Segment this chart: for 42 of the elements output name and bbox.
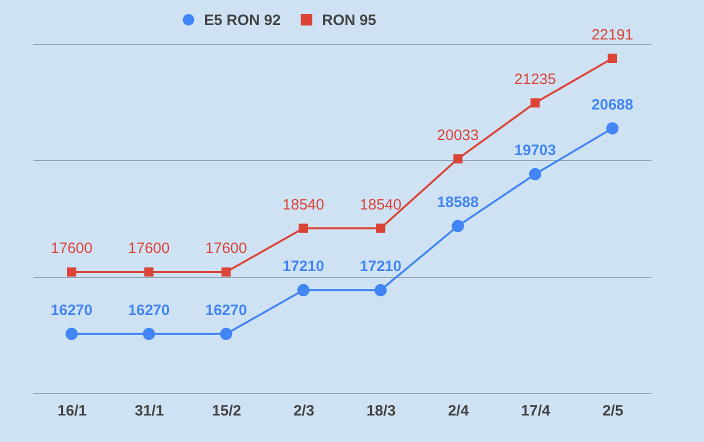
point (67, 267, 76, 277)
data-label: 20688 (592, 96, 634, 114)
data-label: 16270 (205, 302, 247, 319)
point (66, 328, 78, 340)
data-label: 17600 (128, 240, 170, 258)
point (376, 224, 386, 233)
point (144, 267, 154, 277)
legend-label: E5 RON 92 (204, 12, 281, 29)
point (142, 328, 155, 340)
data-label: 16270 (128, 302, 170, 319)
data-label: 19703 (514, 142, 556, 160)
x-tick-label: 16/1 (58, 402, 87, 420)
point (530, 98, 540, 108)
x-tick-label: 2/3 (293, 402, 314, 420)
x-tick-label: 31/1 (134, 402, 164, 420)
data-label: 17210 (360, 258, 402, 276)
point (452, 220, 464, 232)
point (608, 54, 617, 63)
x-tick-label: 17/4 (521, 402, 551, 420)
data-label: 18540 (360, 196, 402, 214)
data-label: 22191 (592, 26, 634, 44)
x-tick-label: 2/4 (448, 402, 470, 420)
x-tick-label: 2/5 (602, 402, 624, 420)
point (220, 328, 232, 340)
data-label: 21235 (514, 70, 556, 88)
point (222, 267, 231, 277)
data-label: 17210 (282, 258, 324, 276)
data-label: 18540 (282, 196, 324, 214)
point (298, 224, 308, 233)
point (606, 122, 618, 134)
point (529, 168, 542, 180)
x-tick-label: 15/2 (212, 402, 242, 420)
point (374, 284, 387, 296)
point (297, 284, 310, 296)
legend-label: RON 95 (322, 12, 376, 29)
data-label: 16270 (50, 302, 92, 319)
point (453, 154, 462, 164)
data-label: 17600 (205, 240, 247, 258)
x-tick-label: 18/3 (366, 402, 396, 420)
data-label: 18588 (437, 194, 479, 212)
data-label: 20033 (437, 126, 479, 144)
data-label: 17600 (50, 240, 92, 258)
